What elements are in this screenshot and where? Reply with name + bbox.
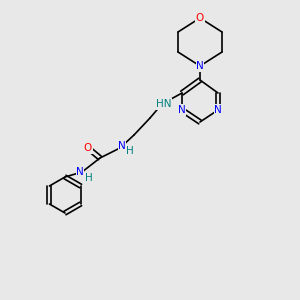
Text: N: N xyxy=(178,105,186,115)
Text: O: O xyxy=(84,143,92,153)
Text: N: N xyxy=(118,141,126,151)
Text: N: N xyxy=(214,105,222,115)
Text: H: H xyxy=(126,146,134,156)
Text: H: H xyxy=(85,173,93,183)
Text: O: O xyxy=(196,13,204,23)
Text: HN: HN xyxy=(156,99,172,109)
Text: N: N xyxy=(76,167,84,177)
Text: N: N xyxy=(196,61,204,71)
